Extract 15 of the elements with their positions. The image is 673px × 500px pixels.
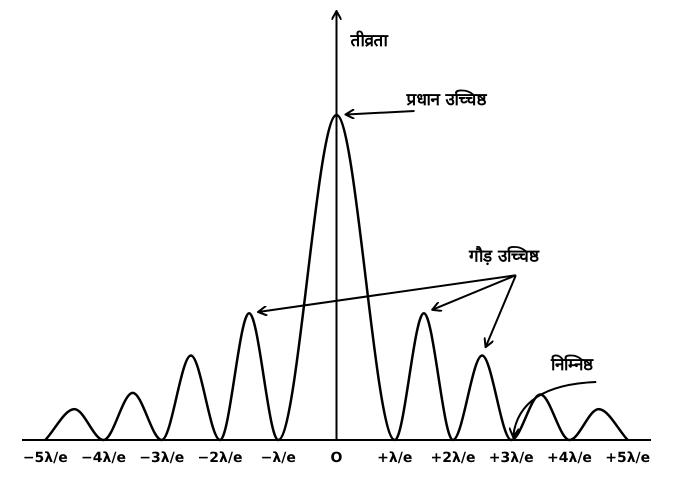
text: प्रधान उच्चिष्ठ <box>406 89 488 110</box>
annotation: गौड़ उच्चिष्ठ <box>468 245 540 266</box>
x-tick-label: −λ/e <box>260 450 296 466</box>
annotation: निम्निष्ठ <box>550 354 594 375</box>
x-tick-label: −2λ/e <box>198 450 242 466</box>
x-tick-label: +λ/e <box>377 450 412 466</box>
x-tick-label: +3λ/e <box>488 450 534 466</box>
x-tick-label: +5λ/e <box>605 450 650 466</box>
x-tick-label: O <box>330 450 343 466</box>
x-tick-label: +2λ/e <box>430 450 476 466</box>
x-tick-label: −5λ/e <box>22 450 68 466</box>
x-tick-label: −3λ/e <box>139 450 184 466</box>
x-tick-label: +4λ/e <box>546 450 592 466</box>
y-axis-title: तीव्रता <box>350 30 388 51</box>
x-tick-label: −4λ/e <box>81 450 126 466</box>
